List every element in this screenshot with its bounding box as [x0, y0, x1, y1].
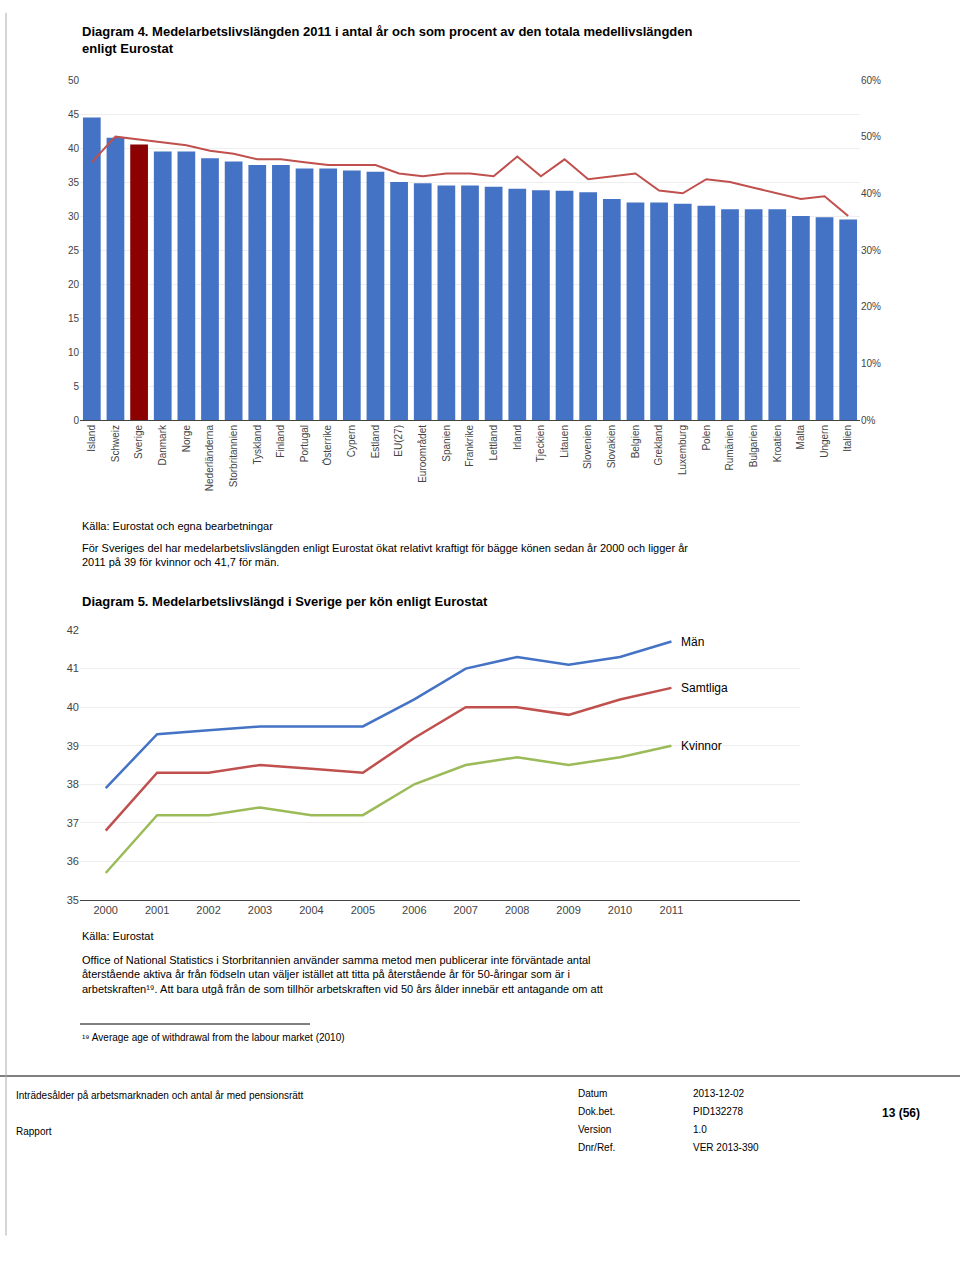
svg-text:41: 41: [67, 662, 79, 674]
svg-text:Källa: Eurostat och egna bearb: Källa: Eurostat och egna bearbetningar: [82, 520, 273, 532]
svg-text:40: 40: [68, 143, 80, 154]
svg-text:2000: 2000: [93, 904, 117, 916]
svg-text:2008: 2008: [505, 904, 529, 916]
svg-text:Polen: Polen: [701, 425, 712, 451]
svg-text:Bulgarien: Bulgarien: [748, 425, 759, 467]
svg-text:60%: 60%: [861, 75, 881, 86]
svg-text:2005: 2005: [351, 904, 375, 916]
svg-text:Diagram 5. Medelarbetslivsläng: Diagram 5. Medelarbetslivslängd i Sverig…: [82, 594, 488, 609]
svg-text:40: 40: [67, 701, 79, 713]
svg-text:0: 0: [73, 415, 79, 426]
svg-text:För Sveriges del har medelarbe: För Sveriges del har medelarbetslivsläng…: [82, 542, 688, 568]
svg-text:EU(27): EU(27): [393, 425, 404, 457]
svg-text:Litauen: Litauen: [559, 425, 570, 458]
svg-text:42: 42: [67, 624, 79, 636]
svg-text:38: 38: [67, 778, 79, 790]
svg-text:Norge: Norge: [181, 425, 192, 453]
svg-text:Storbritannien: Storbritannien: [228, 425, 239, 487]
svg-text:Datum: Datum: [578, 1088, 607, 1099]
svg-text:Män: Män: [681, 635, 704, 649]
svg-text:Frankrike: Frankrike: [464, 425, 475, 467]
svg-text:Cypern: Cypern: [346, 425, 357, 457]
svg-text:Nederländerna: Nederländerna: [204, 425, 215, 492]
svg-text:2011: 2011: [660, 904, 684, 916]
svg-text:2001: 2001: [145, 904, 169, 916]
svg-text:Ungern: Ungern: [819, 425, 830, 458]
svg-text:Island: Island: [86, 425, 97, 452]
svg-text:Finland: Finland: [275, 425, 286, 458]
svg-text:2002: 2002: [196, 904, 220, 916]
svg-text:2007: 2007: [453, 904, 477, 916]
svg-text:Slovakien: Slovakien: [606, 425, 617, 468]
svg-text:30: 30: [68, 211, 80, 222]
svg-text:Tjeckien: Tjeckien: [535, 425, 546, 462]
svg-text:Euroområdet: Euroområdet: [417, 425, 428, 483]
svg-text:Luxemburg: Luxemburg: [677, 425, 688, 475]
svg-text:25: 25: [68, 245, 80, 256]
svg-text:50%: 50%: [861, 131, 881, 142]
svg-text:Danmark: Danmark: [157, 424, 168, 466]
svg-text:35: 35: [68, 177, 80, 188]
svg-text:Rapport: Rapport: [16, 1126, 52, 1137]
svg-text:Grekland: Grekland: [653, 425, 664, 466]
svg-text:1.0: 1.0: [693, 1124, 707, 1135]
svg-text:2009: 2009: [556, 904, 580, 916]
svg-text:2010: 2010: [608, 904, 632, 916]
svg-text:35: 35: [67, 894, 79, 906]
svg-text:Schweiz: Schweiz: [110, 425, 121, 462]
svg-text:0%: 0%: [861, 415, 876, 426]
svg-text:Spanien: Spanien: [441, 425, 452, 462]
svg-text:Italien: Italien: [842, 425, 853, 452]
svg-text:Inträdesålder på arbetsmarknad: Inträdesålder på arbetsmarknaden och ant…: [16, 1090, 304, 1101]
svg-text:Malta: Malta: [795, 425, 806, 450]
svg-text:Belgien: Belgien: [630, 425, 641, 458]
svg-text:5: 5: [73, 381, 79, 392]
svg-text:Version: Version: [578, 1124, 611, 1135]
svg-text:Källa: Eurostat: Källa: Eurostat: [82, 930, 154, 942]
svg-text:40%: 40%: [861, 188, 881, 199]
svg-text:50: 50: [68, 75, 80, 86]
svg-text:37: 37: [67, 817, 79, 829]
svg-text:Kvinnor: Kvinnor: [681, 739, 722, 753]
svg-text:VER 2013-390: VER 2013-390: [693, 1142, 759, 1153]
svg-text:2004: 2004: [299, 904, 323, 916]
svg-text:39: 39: [67, 740, 79, 752]
svg-text:¹⁹ Average age of withdrawal f: ¹⁹ Average age of withdrawal from the la…: [82, 1032, 345, 1043]
svg-text:15: 15: [68, 313, 80, 324]
svg-text:45: 45: [68, 109, 80, 120]
svg-text:Office of National Statistics: Office of National Statistics i Storbrit…: [82, 954, 603, 995]
svg-text:Samtliga: Samtliga: [681, 681, 728, 695]
svg-text:13 (56): 13 (56): [882, 1106, 920, 1120]
svg-text:Lettland: Lettland: [488, 425, 499, 461]
svg-text:30%: 30%: [861, 245, 881, 256]
svg-text:Portugal: Portugal: [299, 425, 310, 462]
svg-text:Irland: Irland: [512, 425, 523, 450]
svg-text:Kroatien: Kroatien: [772, 425, 783, 462]
svg-text:Slovenien: Slovenien: [582, 425, 593, 469]
svg-text:Österrike: Österrike: [322, 425, 333, 466]
svg-text:Rumänien: Rumänien: [724, 425, 735, 471]
svg-text:Dok.bet.: Dok.bet.: [578, 1106, 615, 1117]
svg-text:Sverige: Sverige: [133, 425, 144, 459]
svg-text:Estland: Estland: [370, 425, 381, 458]
svg-text:2003: 2003: [248, 904, 272, 916]
svg-text:36: 36: [67, 855, 79, 867]
svg-text:20%: 20%: [861, 301, 881, 312]
svg-text:Tyskland: Tyskland: [252, 425, 263, 464]
svg-text:20: 20: [68, 279, 80, 290]
svg-text:10: 10: [68, 347, 80, 358]
svg-text:2006: 2006: [402, 904, 426, 916]
svg-text:Diagram 4. Medelarbetslivsläng: Diagram 4. Medelarbetslivslängden 2011 i…: [82, 24, 693, 56]
svg-text:10%: 10%: [861, 358, 881, 369]
svg-text:PID132278: PID132278: [693, 1106, 743, 1117]
svg-text:Dnr/Ref.: Dnr/Ref.: [578, 1142, 615, 1153]
svg-text:2013-12-02: 2013-12-02: [693, 1088, 745, 1099]
